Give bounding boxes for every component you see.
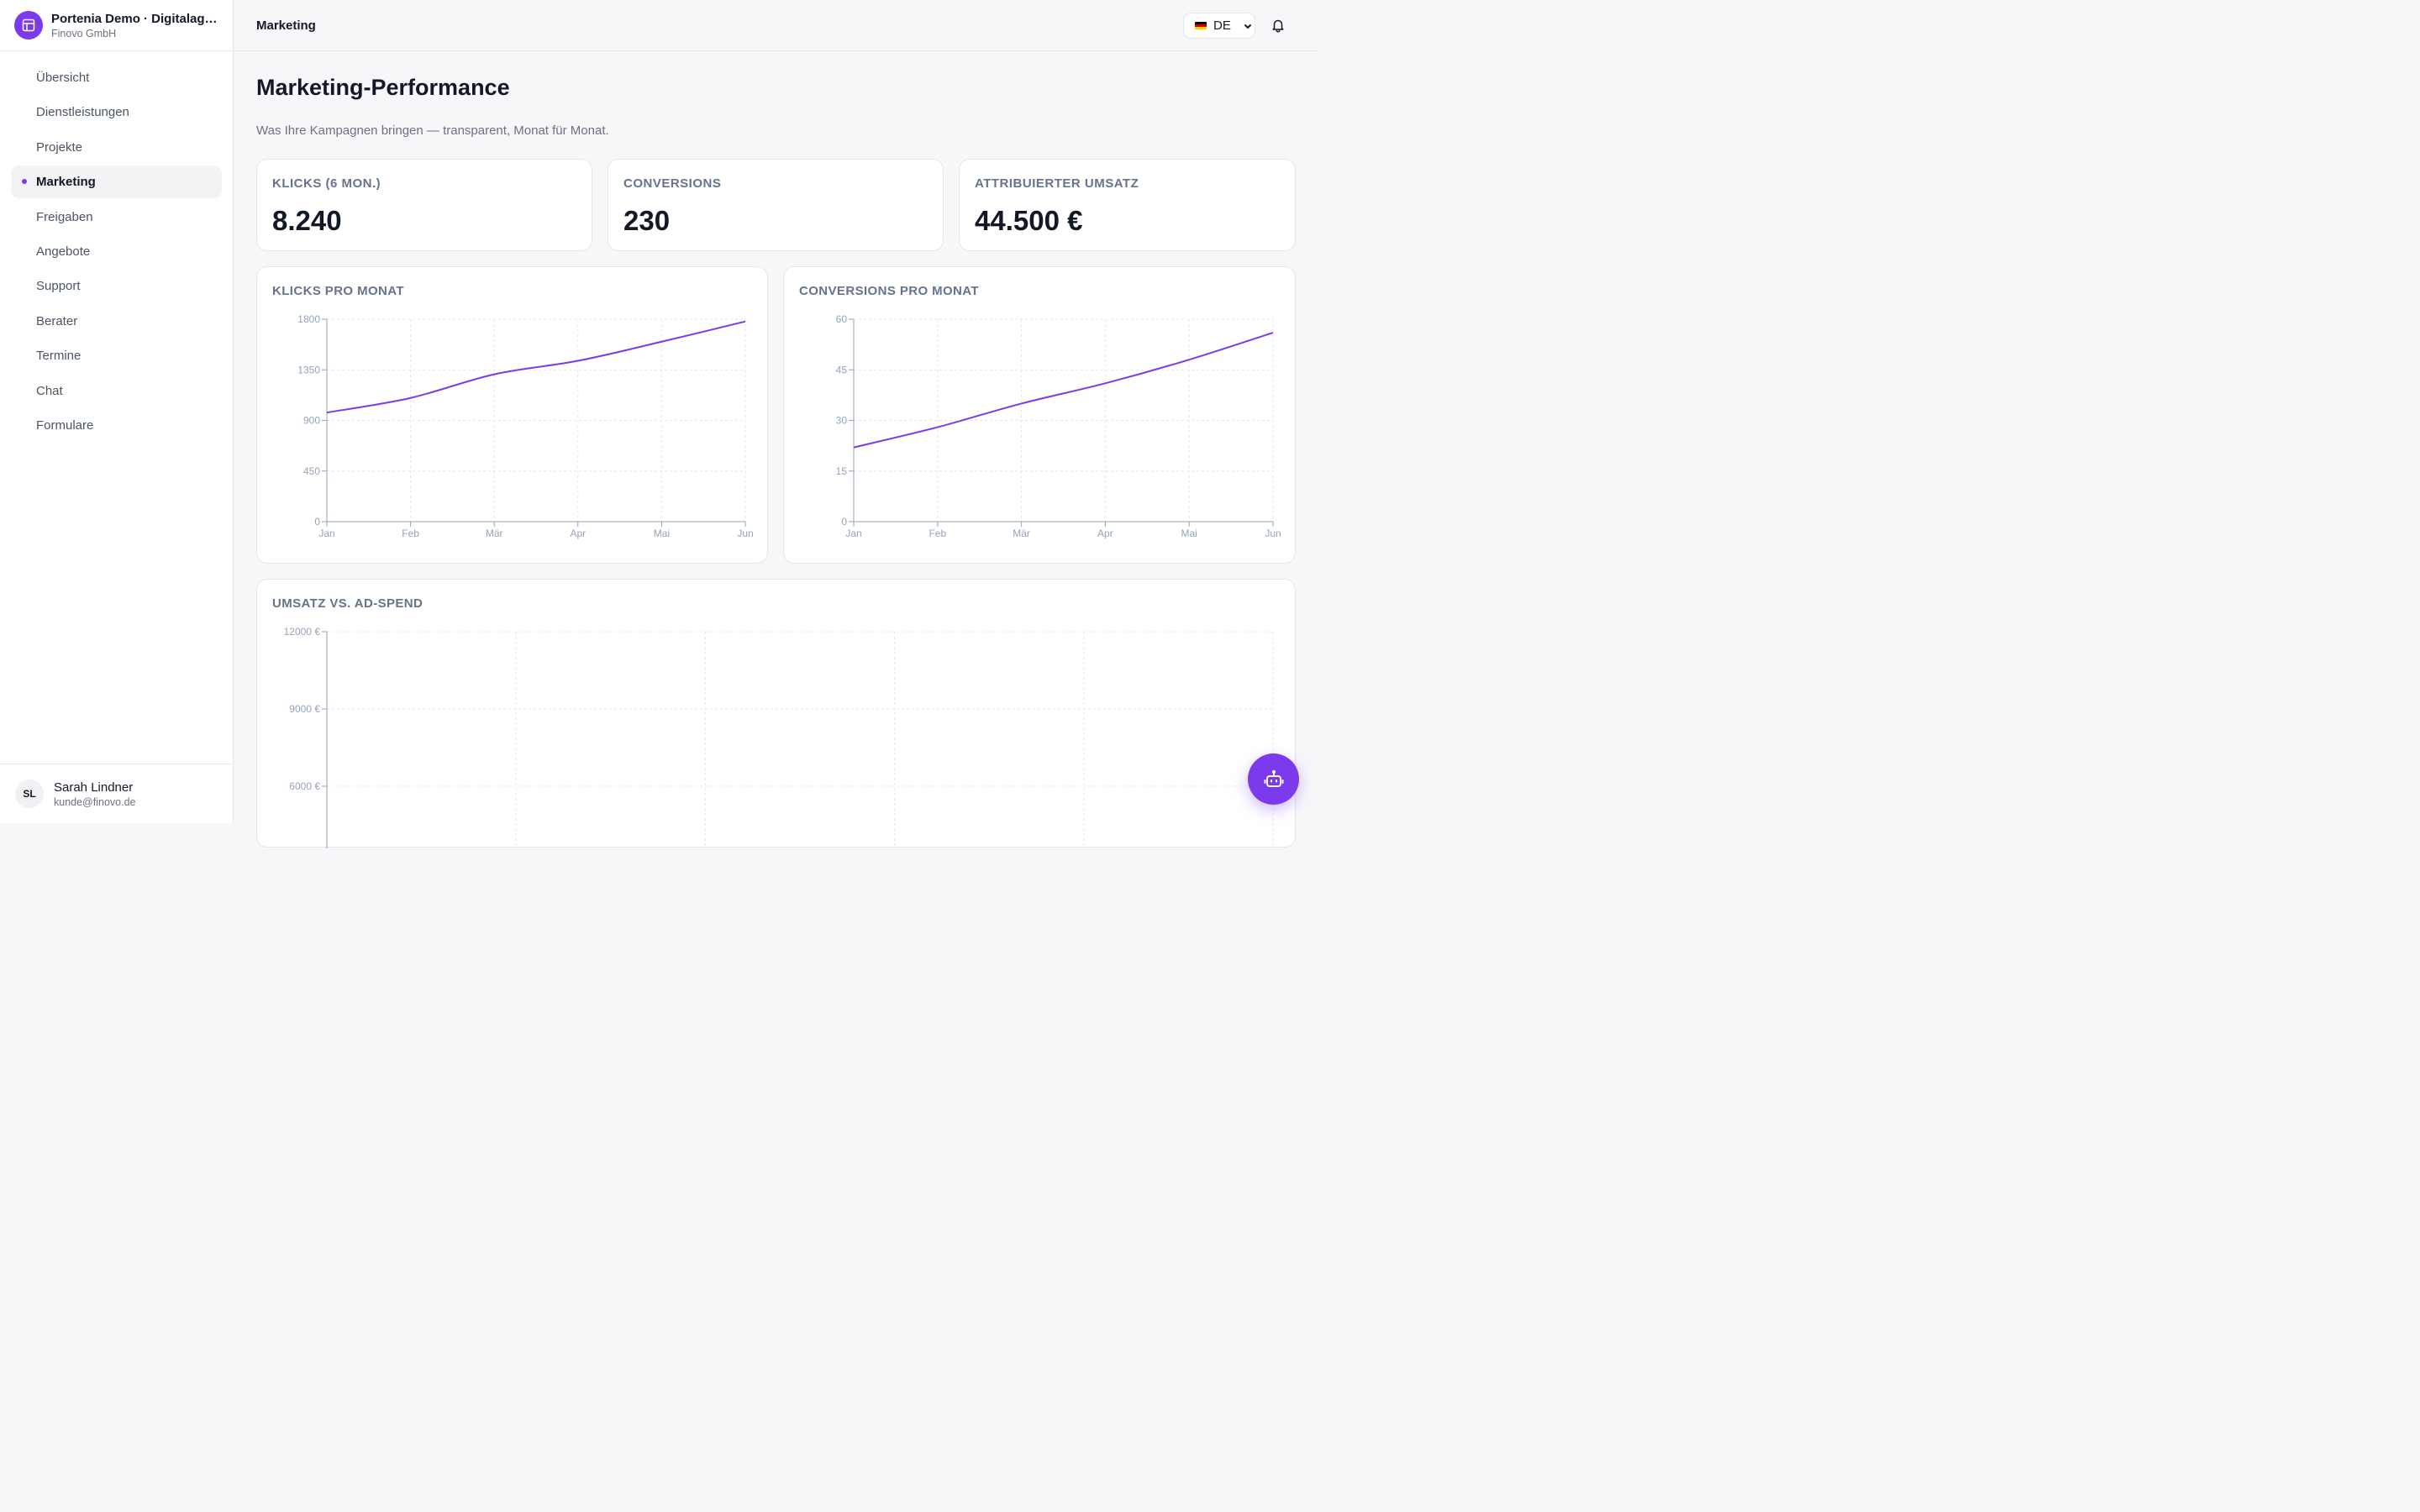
page-title: Marketing-Performance <box>256 75 510 100</box>
user-name: Sarah Lindner <box>54 780 134 795</box>
user-email: kunde@finovo.de <box>54 795 136 808</box>
sidebar-item-label: Formulare <box>36 417 94 433</box>
topbar: Marketing DE <box>234 0 1318 51</box>
y-tick-label: 9000 € <box>289 703 320 715</box>
x-tick-label: Jun <box>1265 528 1281 539</box>
language-value: DE <box>1213 18 1231 33</box>
sidebar-item-marketing[interactable]: Marketing <box>11 165 222 199</box>
bell-icon[interactable] <box>1269 16 1287 34</box>
x-tick-label: Jan <box>318 528 334 539</box>
sidebar-nav: Übersicht Dienstleistungen Projekte Marketi… <box>0 51 233 454</box>
sidebar-item-angebote[interactable]: Angebote <box>11 235 222 268</box>
y-tick-label: 12000 € <box>284 626 321 638</box>
y-tick-label: 1800 <box>297 313 320 325</box>
chart-title: Umsatz vs. Ad-Spend <box>272 596 424 611</box>
sidebar-item-freigaben[interactable]: Freigaben <box>11 201 222 234</box>
x-tick-label: Mär <box>486 528 503 539</box>
sidebar-item-formulare[interactable]: Formulare <box>11 409 222 442</box>
sidebar: Portenia Demo · Digitalagentur Finovo Gm… <box>0 0 234 823</box>
sidebar-item-label: Angebote <box>36 244 91 259</box>
x-tick-label: Feb <box>929 528 946 539</box>
sidebar-item-label: Projekte <box>36 139 83 155</box>
x-tick-label: Mär <box>1013 528 1030 539</box>
bot-icon <box>1264 769 1283 787</box>
sidebar-item-berater[interactable]: Berater <box>11 305 222 338</box>
active-dot-icon <box>22 179 27 185</box>
avatar: SL <box>15 780 44 808</box>
chart-card-conversions: Conversions pro Monat 0 15 30 45 60 Jan Feb Mär… <box>783 266 1296 564</box>
flag-de-icon <box>1195 21 1207 30</box>
language-select[interactable]: DE <box>1183 13 1255 39</box>
series-line <box>853 332 1274 449</box>
x-tick-label: Feb <box>402 528 419 539</box>
brand-company: Finovo GmbH <box>51 27 117 39</box>
kpi-label: Attribuierter Umsatz <box>975 176 1139 191</box>
x-tick-label: Apr <box>570 528 586 539</box>
chart-title: Klicks pro Monat <box>272 284 404 298</box>
sidebar-item-label: Dienstleistungen <box>36 105 129 120</box>
kpi-card-conversions: Conversions 230 <box>608 159 944 251</box>
chevron-down-icon <box>1244 24 1252 29</box>
user-profile[interactable]: SL Sarah Lindner kunde@finovo.de <box>0 764 233 823</box>
sidebar-item-chat[interactable]: Chat <box>11 375 222 407</box>
sidebar-item-projekte[interactable]: Projekte <box>11 131 222 164</box>
y-tick-label: 450 <box>303 465 320 477</box>
series-line <box>326 320 746 414</box>
layout-icon <box>14 11 43 39</box>
sidebar-item-label: Support <box>36 279 81 294</box>
page-subtitle: Was Ihre Kampagnen bringen — transparent… <box>256 123 609 138</box>
sidebar-item-label: Übersicht <box>36 71 90 85</box>
y-tick-label: 15 <box>836 465 848 477</box>
kpi-value: 8.240 <box>272 205 342 236</box>
kpi-value: 44.500 € <box>975 205 1083 236</box>
kpi-label: Conversions <box>623 176 722 191</box>
chart-card-revenue-adspend: Umsatz vs. Ad-Spend 3000 €6000 €9000 €12… <box>256 579 1296 848</box>
topbar-title: Marketing <box>256 18 316 33</box>
sidebar-item-label: Chat <box>36 383 63 398</box>
sidebar-item-label: Termine <box>36 349 82 364</box>
sidebar-item-übersicht[interactable]: Übersicht <box>11 61 222 94</box>
revenue-adspend-chart: 3000 €6000 €9000 €12000 €JanFebMärAprMai… <box>284 626 1274 848</box>
y-tick-label: 60 <box>836 313 848 325</box>
y-tick-label: 30 <box>836 415 848 427</box>
sidebar-item-termine[interactable]: Termine <box>11 339 222 372</box>
chart-card-clicks: Klicks pro Monat 0 450 900 1350 1800 Jan Feb Mä… <box>256 266 768 564</box>
brand-name: Portenia Demo · Digitalagentur <box>51 11 219 26</box>
x-tick-label: Apr <box>1097 528 1113 539</box>
kpi-card-clicks: Klicks (6 Mon.) 8.240 <box>256 159 592 251</box>
sidebar-item-label: Marketing <box>36 175 96 190</box>
main-content: Marketing-Performance Was Ihre Kampagnen… <box>256 51 1296 848</box>
conversions-line-chart: 0 15 30 45 60 Jan Feb Mär Apr Mai Jun <box>836 313 1281 539</box>
kpi-label: Klicks (6 Mon.) <box>272 176 381 191</box>
y-tick-label: 900 <box>303 415 320 427</box>
kpi-value: 230 <box>623 205 671 236</box>
y-tick-label: 0 <box>314 516 320 528</box>
assistant-bot-button[interactable] <box>1248 753 1299 805</box>
y-tick-label: 1350 <box>297 364 320 375</box>
y-tick-label: 6000 € <box>289 780 320 792</box>
kpi-card-revenue: Attribuierter Umsatz 44.500 € <box>959 159 1296 251</box>
x-tick-label: Mai <box>1181 528 1197 539</box>
x-tick-label: Mai <box>654 528 670 539</box>
sidebar-item-support[interactable]: Support <box>11 270 222 302</box>
y-tick-label: 45 <box>836 364 848 375</box>
sidebar-item-label: Berater <box>36 313 78 328</box>
x-tick-label: Jun <box>737 528 753 539</box>
x-tick-label: Jan <box>845 528 861 539</box>
sidebar-item-dienstleistungen[interactable]: Dienstleistungen <box>11 96 222 129</box>
sidebar-item-label: Freigaben <box>36 209 93 224</box>
clicks-line-chart: 0 450 900 1350 1800 Jan Feb Mär Apr Mai Jun <box>297 313 753 539</box>
brand-header[interactable]: Portenia Demo · Digitalagentur Finovo Gm… <box>0 0 233 51</box>
y-tick-label: 0 <box>841 516 847 528</box>
chart-title: Conversions pro Monat <box>799 284 979 298</box>
